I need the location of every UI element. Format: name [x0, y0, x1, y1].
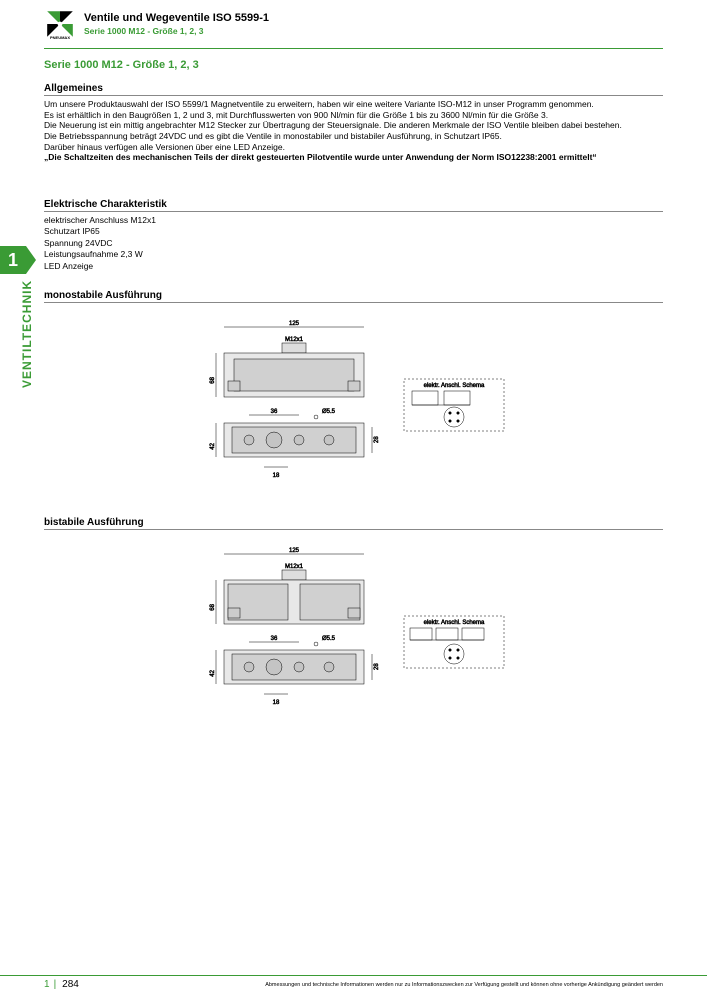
schema-label: elektr. Anschl. Schema [424, 383, 485, 389]
para-2: Es ist erhältlich in den Baugrößen 1, 2 … [44, 110, 548, 120]
dim-m12: M12x1 [285, 564, 304, 570]
section-allgemeines-body: Um unsere Produktauswahl der ISO 5599/1 … [44, 99, 663, 163]
para-3: Die Neuerung ist ein mittig angebrachter… [44, 120, 622, 130]
dim-36: 36 [271, 636, 278, 642]
dim-m12: M12x1 [285, 337, 304, 343]
dim-42: 42 [210, 442, 216, 449]
dim-18: 18 [273, 473, 280, 479]
section-allgemeines-head: Allgemeines [44, 83, 663, 96]
section-mono-head: monostabile Ausführung [44, 290, 663, 303]
dim-36: 36 [271, 409, 278, 415]
footer-note: Abmessungen und technische Informationen… [265, 982, 663, 988]
dim-68: 68 [210, 603, 216, 610]
para-6: „Die Schaltzeiten des mechanischen Teils… [44, 152, 597, 162]
dim-68: 68 [210, 376, 216, 383]
elec-item: elektrischer Anschluss M12x1 [44, 215, 663, 226]
para-4: Die Betriebsspannung beträgt 24VDC und e… [44, 131, 502, 141]
side-label: VENTILTECHNIK [20, 280, 34, 388]
dim-18: 18 [273, 700, 280, 706]
para-5: Darüber hinaus verfügen alle Versionen ü… [44, 142, 285, 152]
dim-28: 28 [374, 436, 380, 443]
dim-dia: Ø5.5 [322, 636, 336, 642]
chapter-number: 1 [8, 250, 18, 271]
section-elektrisch-head: Elektrische Charakteristik [44, 199, 663, 212]
section-bist-head: bistabile Ausführung [44, 517, 663, 530]
dim-125: 125 [289, 321, 300, 327]
elec-item: Schutzart IP65 [44, 226, 663, 237]
dim-42: 42 [210, 669, 216, 676]
footer-chapter: 1 [44, 979, 50, 990]
dim-28: 28 [374, 663, 380, 670]
elec-item: LED Anzeige [44, 261, 663, 272]
header-rule [44, 48, 663, 49]
para-1: Um unsere Produktauswahl der ISO 5599/1 … [44, 99, 594, 109]
technical-drawing-bist: 125 M12x1 68 36 Ø5.5 [204, 546, 524, 741]
header-subtitle: Serie 1000 M12 - Größe 1, 2, 3 [84, 26, 269, 36]
drawing-bist: 125 M12x1 68 36 Ø5.5 [44, 546, 663, 746]
technical-drawing-mono: 125 M12x1 68 36 Ø5.5 42 [204, 319, 524, 504]
header-title: Ventile und Wegeventile ISO 5599-1 [84, 12, 269, 25]
footer-sep: | [54, 979, 57, 990]
page-header: PNEUMAX Ventile und Wegeventile ISO 5599… [0, 0, 707, 44]
page-footer: 1 | 284 Abmessungen und technische Infor… [0, 975, 707, 990]
elec-item: Spannung 24VDC [44, 238, 663, 249]
dim-125: 125 [289, 548, 300, 554]
series-title: Serie 1000 M12 - Größe 1, 2, 3 [44, 59, 663, 71]
dim-dia: Ø5.5 [322, 409, 336, 415]
drawing-mono: 125 M12x1 68 36 Ø5.5 42 [44, 319, 663, 509]
footer-page: 284 [62, 979, 79, 990]
elec-item: Leistungsaufnahme 2,3 W [44, 249, 663, 260]
pneumax-logo: PNEUMAX [44, 8, 76, 40]
schema-label: elektr. Anschl. Schema [424, 620, 485, 626]
chapter-tab: 1 [0, 246, 26, 274]
svg-text:PNEUMAX: PNEUMAX [50, 35, 70, 40]
elektrisch-list: elektrischer Anschluss M12x1 Schutzart I… [44, 215, 663, 272]
main-content: Serie 1000 M12 - Größe 1, 2, 3 Allgemein… [0, 59, 707, 746]
